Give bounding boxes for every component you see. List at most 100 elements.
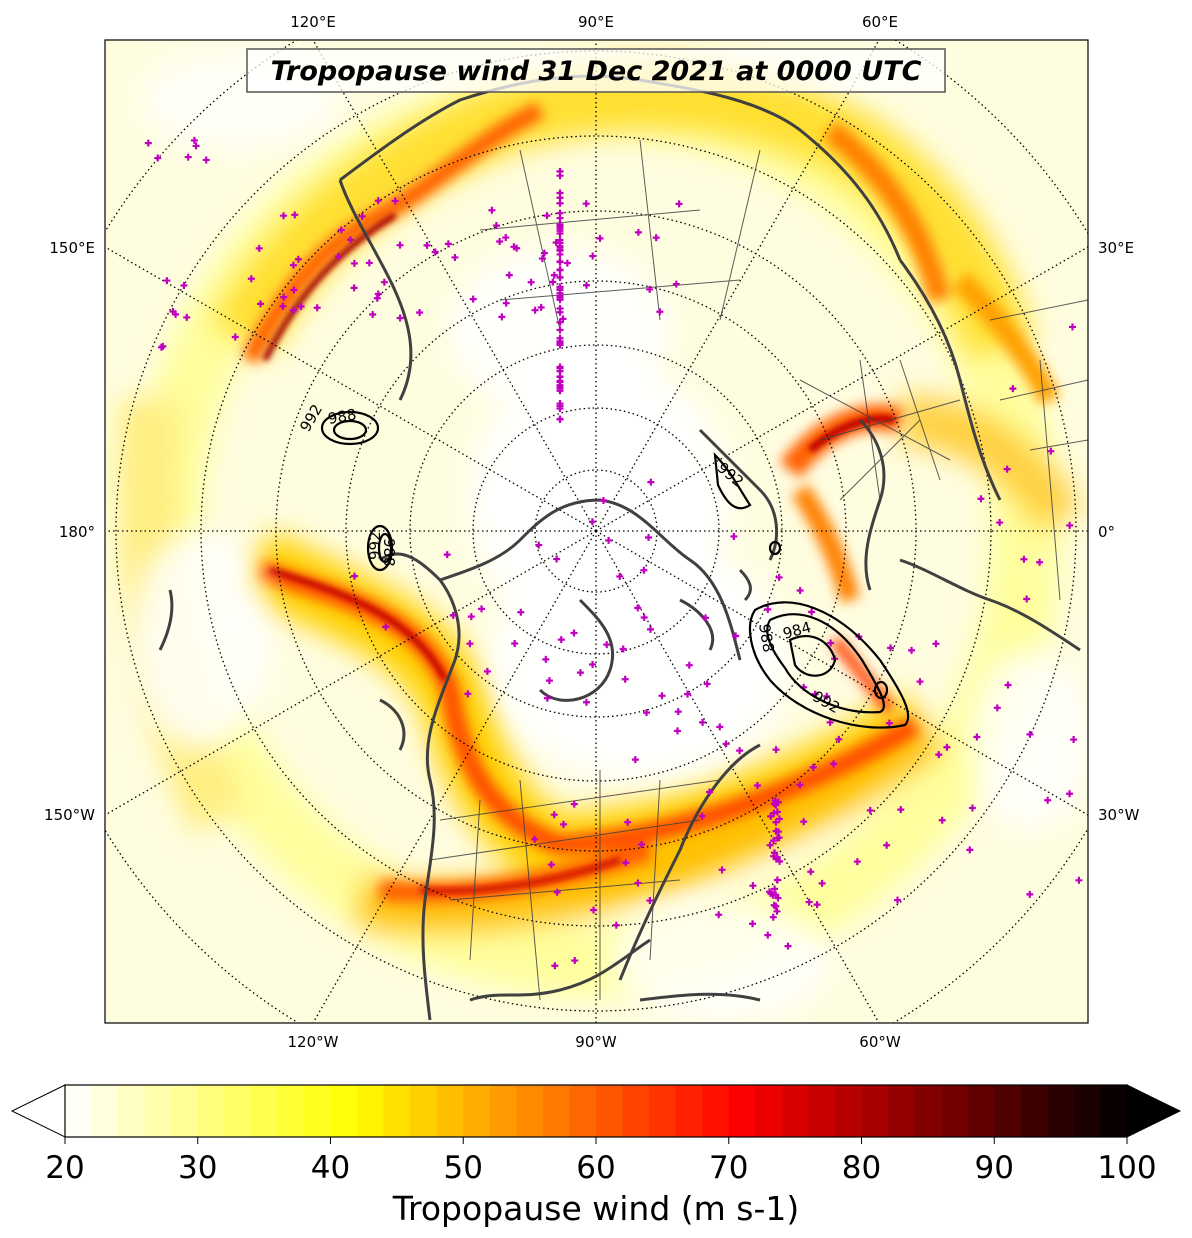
station-marker [703, 680, 711, 688]
station-marker [685, 661, 693, 669]
colorbar-bin [463, 1085, 491, 1137]
station-marker [772, 799, 780, 807]
contour-label: 988 [380, 538, 398, 567]
colorbar-tick-label: 100 [1097, 1150, 1156, 1186]
station-marker [589, 660, 597, 668]
station-marker [431, 248, 439, 256]
station-marker [732, 632, 740, 640]
colorbar-tick-label: 80 [842, 1150, 881, 1186]
station-marker [1004, 681, 1012, 689]
colorbar-bin [224, 1085, 252, 1137]
station-marker [478, 605, 486, 613]
station-marker [775, 573, 783, 581]
station-marker [603, 641, 611, 649]
station-marker [730, 532, 738, 540]
station-marker [766, 841, 774, 849]
map-frame [104, 39, 1089, 1024]
station-marker [749, 882, 757, 890]
station-marker [557, 636, 565, 644]
station-marker [154, 154, 162, 162]
lon-label-left: 150°W [44, 806, 95, 824]
station-marker [556, 266, 564, 274]
station-marker [511, 640, 519, 648]
station-marker [550, 271, 558, 279]
station-marker [605, 536, 613, 544]
colorbar-bin [861, 1085, 889, 1137]
station-marker [753, 782, 761, 790]
station-marker [808, 608, 816, 616]
station-marker [549, 278, 557, 286]
station-marker [773, 907, 781, 915]
station-marker [396, 241, 404, 249]
colorbar-bin [383, 1085, 411, 1137]
station-marker [280, 293, 288, 301]
station-marker [993, 704, 1001, 712]
station-marker [622, 859, 630, 867]
station-marker [764, 931, 772, 939]
station-marker [582, 200, 590, 208]
station-marker [556, 296, 564, 304]
colorbar-bin [144, 1085, 172, 1137]
colorbar-bin [277, 1085, 305, 1137]
station-marker [935, 751, 943, 759]
station-marker [770, 901, 778, 909]
colorbar-bin [728, 1085, 756, 1137]
station-marker [773, 808, 781, 816]
station-marker [543, 694, 551, 702]
colorbar-bin [197, 1085, 225, 1137]
station-marker [556, 289, 564, 297]
station-marker [563, 259, 571, 267]
station-marker [556, 415, 564, 423]
station-marker [784, 942, 792, 950]
station-marker [350, 259, 358, 267]
station-marker [190, 136, 198, 144]
station-marker [492, 222, 500, 230]
station-marker [531, 835, 539, 843]
station-marker [547, 861, 555, 869]
colorbar-tick-label: 20 [45, 1150, 84, 1186]
station-marker [551, 962, 559, 970]
colorbar-bin [755, 1085, 783, 1137]
station-marker [144, 139, 152, 147]
station-marker [652, 234, 660, 242]
station-marker [771, 885, 779, 893]
colorbar-bin [516, 1085, 544, 1137]
station-marker [640, 613, 648, 621]
station-marker [634, 879, 642, 887]
station-marker [545, 677, 553, 685]
station-marker [358, 212, 366, 220]
lon-label-top: 60°E [862, 13, 898, 31]
station-marker [943, 743, 951, 751]
station-marker [540, 249, 548, 257]
station-marker [830, 760, 838, 768]
lon-label-bottom: 90°W [575, 1033, 617, 1051]
station-marker [444, 240, 452, 248]
station-marker [642, 709, 650, 717]
station-marker [1066, 790, 1074, 798]
colorbar-bins [65, 1085, 1128, 1137]
station-marker [1075, 876, 1083, 884]
colorbar-bin [622, 1085, 650, 1137]
colorbar-extend-low [10, 1084, 66, 1138]
station-marker [885, 719, 893, 727]
station-marker [290, 286, 298, 294]
station-marker [488, 206, 496, 214]
colorbar-bin [649, 1085, 677, 1137]
colorbar-tick-label: 50 [444, 1150, 483, 1186]
colorbar-tick-label: 30 [178, 1150, 217, 1186]
colorbar-bin [994, 1085, 1022, 1137]
station-marker [180, 281, 188, 289]
station-marker [496, 237, 504, 245]
station-marker [556, 221, 564, 229]
station-marker [552, 239, 560, 247]
station-marker [772, 818, 780, 826]
station-marker [374, 290, 382, 298]
colorbar-tick-label: 90 [975, 1150, 1014, 1186]
station-marker [582, 281, 590, 289]
colorbar-bin [596, 1085, 624, 1137]
station-marker [835, 735, 843, 743]
station-marker [796, 781, 804, 789]
station-marker [770, 849, 778, 857]
station-marker [374, 197, 382, 205]
